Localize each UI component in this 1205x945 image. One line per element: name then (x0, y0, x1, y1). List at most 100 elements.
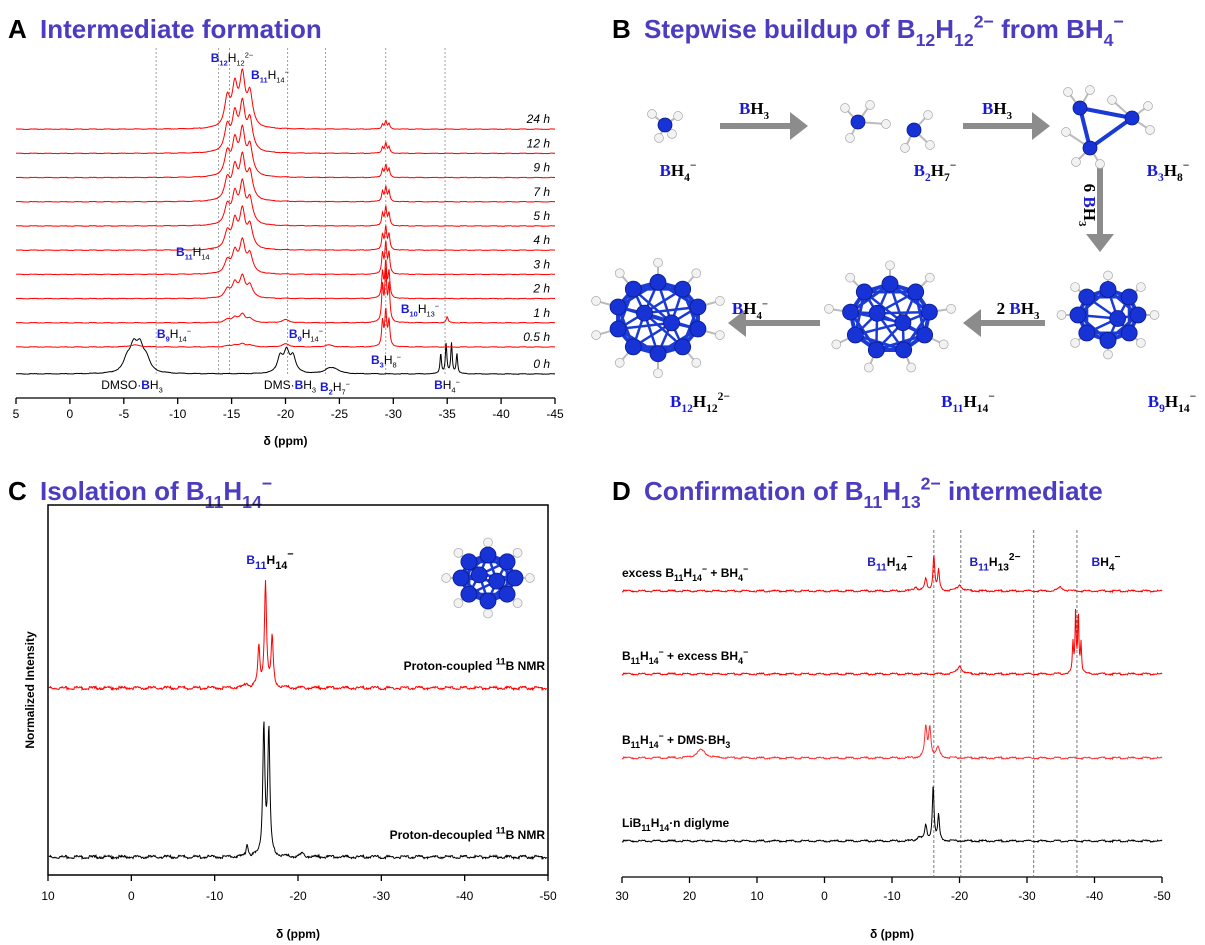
text-part: B (1148, 392, 1159, 411)
x-tick-label: 30 (615, 889, 629, 903)
h-atom (1143, 101, 1153, 111)
text-part: H (1164, 161, 1177, 180)
text-part: + DMS·BH (664, 733, 726, 747)
text-part: 8 (1177, 171, 1183, 184)
text-part: H (193, 245, 202, 259)
annotation: B11H132− (969, 552, 1020, 574)
text-part: − (1113, 12, 1123, 32)
bond (643, 312, 684, 348)
b-atom (657, 117, 673, 133)
text-part: B (1092, 555, 1101, 569)
text-part: Stepwise buildup of B (644, 14, 916, 44)
h-atom (863, 362, 874, 373)
text-part: + excess BH (664, 649, 738, 663)
text-part: 14 (649, 740, 659, 750)
text-part: 11 (631, 740, 640, 750)
h-atom (1095, 159, 1105, 169)
h-atom (845, 272, 855, 283)
trace-label: 12 h (527, 136, 551, 150)
text-part: − (319, 327, 323, 336)
text-part: B (732, 299, 743, 318)
h-atom (946, 303, 956, 314)
text-part: 3 (159, 385, 163, 394)
species-label: BH4− (660, 159, 697, 184)
annotation: B11H14− (176, 245, 214, 262)
h-atom (673, 111, 683, 121)
h-atom (441, 573, 451, 583)
text-part: − (1190, 390, 1197, 403)
text-part: B (739, 99, 750, 118)
text-part: H (683, 566, 692, 580)
text-part: H (1021, 299, 1034, 318)
h-atom (1136, 338, 1146, 348)
x-tick-label: -20 (289, 889, 307, 903)
species-label: B12H122− (670, 390, 730, 415)
h-atom (1107, 95, 1117, 105)
spectrum (15, 124, 556, 179)
bond (632, 288, 673, 324)
x-tick-label: -10 (206, 889, 224, 903)
h-atom (715, 330, 725, 340)
text-part: H (418, 302, 427, 316)
h-atom (512, 598, 523, 609)
text-part: B (867, 555, 876, 569)
text-part: H (931, 161, 944, 180)
bond (617, 321, 672, 331)
annotation: DMSO·BH3 (101, 378, 163, 394)
species-label: B2H7− (914, 159, 957, 184)
text-part: H (303, 378, 312, 392)
text-part: 11 (978, 563, 989, 574)
species-label: B11H14− (941, 390, 995, 415)
text-part: 3 (380, 360, 384, 369)
b-atom (920, 303, 938, 321)
text-part: − (346, 380, 350, 389)
text-part: 2− (921, 474, 941, 494)
b-atom (624, 338, 642, 356)
b-atom (867, 341, 885, 359)
reagent-label: 2 BH3 (997, 299, 1040, 322)
b-atom (868, 304, 886, 322)
h-atom (1136, 282, 1146, 292)
text-part: 14 (178, 334, 186, 343)
text-part: − (743, 647, 748, 657)
text-part: B (969, 555, 978, 569)
y-axis-title: Normalized Intensity (23, 631, 37, 749)
panel-b-labels: BH4− B2H7− B3H8−B9H14−B11H14−B12H122−BH3 BH… (660, 99, 1197, 415)
h-atom (591, 296, 601, 306)
b-atom (624, 280, 642, 298)
text-part: B (295, 378, 304, 392)
h-atom (881, 119, 891, 129)
bond (1079, 106, 1133, 120)
text-part: 9 (166, 334, 170, 343)
trace-label: LiB11H14·n diglyme (622, 816, 730, 833)
x-tick-label: 20 (683, 889, 697, 903)
text-part: − (1115, 552, 1121, 563)
h-atom (1070, 338, 1080, 348)
h-atom (900, 143, 910, 153)
panel-title: Confirmation of B11H132− intermediate (644, 474, 1103, 512)
species-label: B9H14− (1148, 390, 1197, 415)
annotation: BH4− (1092, 552, 1121, 574)
h-atom (1149, 310, 1160, 320)
text-part: 6 (1080, 184, 1099, 197)
spectrum (621, 786, 1163, 844)
h-atom (483, 608, 493, 619)
text-part: − (397, 353, 401, 362)
panel-letter: C (8, 476, 27, 506)
text-part: H (1165, 392, 1178, 411)
text-part: 9 (1159, 402, 1165, 415)
panel-letter: B (612, 14, 631, 44)
trace-label: 4 h (533, 233, 550, 247)
x-tick-label: -45 (546, 407, 564, 421)
text-part: 11 (674, 573, 683, 583)
text-part: H (935, 14, 954, 44)
text-part: B (401, 302, 410, 316)
text-part: − (285, 68, 289, 77)
text-part: + BH (707, 566, 738, 580)
h-atom (840, 103, 850, 113)
text-part: B NMR (506, 659, 546, 673)
text-part: H (882, 476, 901, 506)
text-part: B (434, 378, 443, 392)
text-part: 11 (953, 402, 964, 415)
text-part: H (651, 816, 660, 830)
